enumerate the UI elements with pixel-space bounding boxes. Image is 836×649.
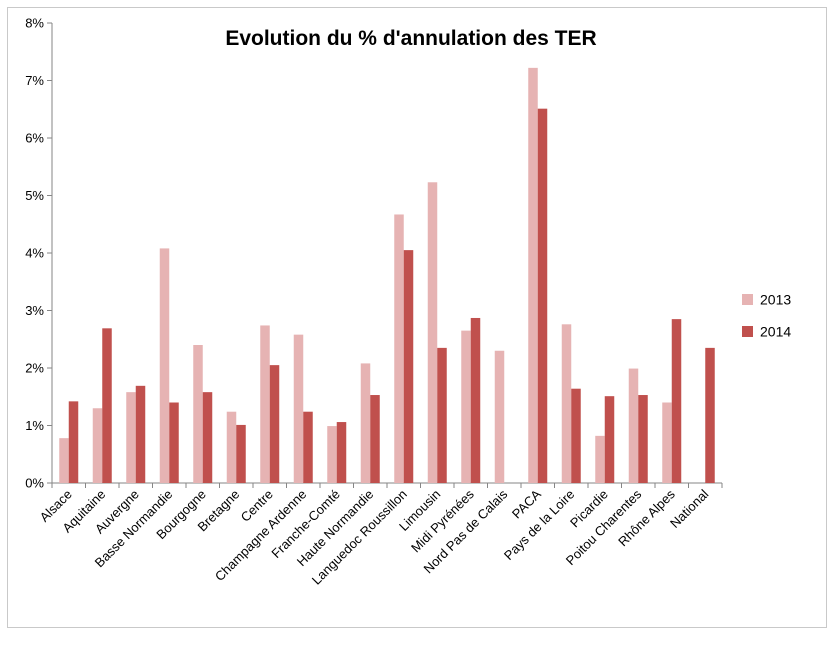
bar-2013-7 bbox=[293, 334, 304, 483]
legend-label: 2013 bbox=[760, 292, 791, 308]
bar-2013-16 bbox=[595, 435, 605, 483]
bar-2014-2 bbox=[135, 385, 146, 483]
legend: 2013 2014 bbox=[742, 292, 791, 340]
bar-2013-13 bbox=[494, 350, 505, 483]
bar-2013-3 bbox=[159, 248, 170, 483]
y-tick-label: 1% bbox=[25, 418, 44, 433]
legend-swatch-2014 bbox=[742, 326, 753, 337]
bars bbox=[59, 67, 715, 484]
x-axis bbox=[51, 482, 723, 488]
bar-2013-18 bbox=[662, 402, 672, 483]
y-tick-label: 7% bbox=[25, 73, 44, 88]
bar-2013-11 bbox=[427, 182, 438, 483]
y-tick-label: 6% bbox=[25, 131, 44, 146]
bar-2013-0 bbox=[59, 438, 69, 483]
y-tick-label: 0% bbox=[25, 476, 44, 491]
bar-2014-0 bbox=[68, 401, 79, 483]
bar-2013-2 bbox=[126, 392, 136, 483]
y-tick-label: 8% bbox=[25, 16, 44, 31]
bar-2014-6 bbox=[269, 365, 280, 483]
bar-2013-1 bbox=[92, 408, 103, 483]
bar-2014-16 bbox=[604, 396, 615, 483]
bar-2013-9 bbox=[360, 363, 371, 483]
chart-frame bbox=[7, 7, 827, 628]
bar-2014-8 bbox=[336, 422, 347, 483]
bar-2014-3 bbox=[169, 402, 179, 483]
bar-2013-17 bbox=[628, 368, 639, 483]
y-axis: 0% 1% 2% 3% 4% 5% 6% 7% 8% bbox=[25, 16, 53, 491]
legend-label: 2014 bbox=[760, 324, 791, 340]
bar-2013-4 bbox=[193, 345, 203, 483]
bar-2013-12 bbox=[461, 330, 471, 483]
bar-2014-4 bbox=[202, 392, 213, 483]
bar-2013-6 bbox=[260, 325, 270, 483]
bar-2014-12 bbox=[470, 317, 481, 483]
bar-2013-10 bbox=[394, 214, 404, 483]
bar-2014-17 bbox=[638, 395, 648, 483]
y-tick-label: 5% bbox=[25, 188, 44, 203]
y-tick-label: 4% bbox=[25, 246, 44, 261]
bar-2014-5 bbox=[236, 424, 246, 483]
bar-2014-7 bbox=[303, 411, 313, 483]
bar-2013-8 bbox=[327, 426, 337, 483]
bar-2013-15 bbox=[561, 324, 572, 483]
bar-2014-11 bbox=[437, 347, 447, 483]
bar-2014-14 bbox=[537, 108, 548, 484]
bar-2014-18 bbox=[671, 319, 682, 483]
bar-2014-15 bbox=[571, 388, 581, 483]
legend-swatch-2013 bbox=[742, 294, 753, 305]
bar-2013-5 bbox=[226, 411, 237, 483]
bar-2014-1 bbox=[102, 328, 112, 483]
bar-2014-19 bbox=[705, 347, 715, 483]
bar-2013-14 bbox=[528, 67, 538, 483]
y-tick-label: 2% bbox=[25, 361, 44, 376]
chart-title: Evolution du % d'annulation des TER bbox=[225, 27, 596, 50]
bar-2014-9 bbox=[370, 395, 380, 483]
y-tick-label: 3% bbox=[25, 303, 44, 318]
bar-2014-10 bbox=[403, 250, 414, 483]
